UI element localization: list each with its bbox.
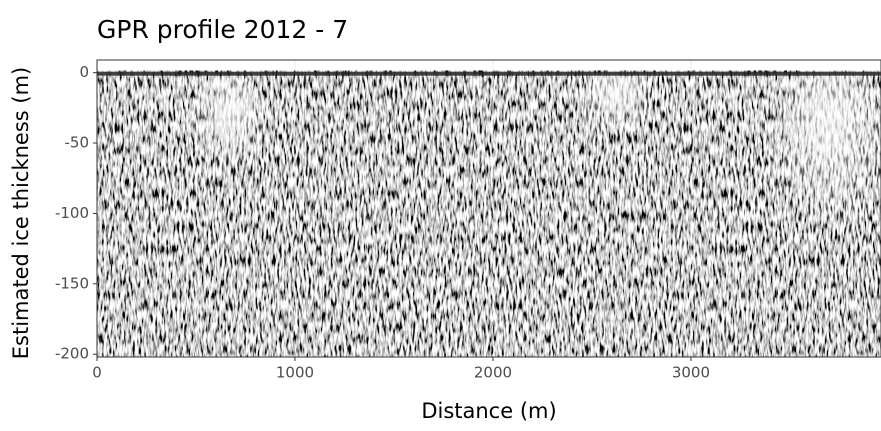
x-axis-label: Distance (m) <box>421 399 556 423</box>
surface-reflection <box>97 71 881 76</box>
y-tick-label: -100 <box>55 204 89 222</box>
light-region <box>760 60 881 280</box>
x-tick-label: 2000 <box>474 364 512 382</box>
raster-image <box>97 60 881 357</box>
axes: 0-50-100-150-2000 1000 2000 3000 <box>55 59 881 382</box>
light-region <box>185 75 275 195</box>
chart-title: GPR profile 2012 - 7 <box>97 15 348 44</box>
y-tick-label: -150 <box>55 274 89 292</box>
light-region <box>570 70 660 150</box>
y-axis-label: Estimated ice thickness (m) <box>9 67 33 359</box>
x-tick-label: 0 <box>92 364 102 382</box>
x-tick-label: 3000 <box>672 364 710 382</box>
y-tick-label: -50 <box>65 134 90 152</box>
y-tick-label: -200 <box>55 345 89 363</box>
y-tick-label: 0 <box>79 63 89 81</box>
x-tick-label: 1000 <box>276 364 314 382</box>
panel-border <box>96 59 881 358</box>
